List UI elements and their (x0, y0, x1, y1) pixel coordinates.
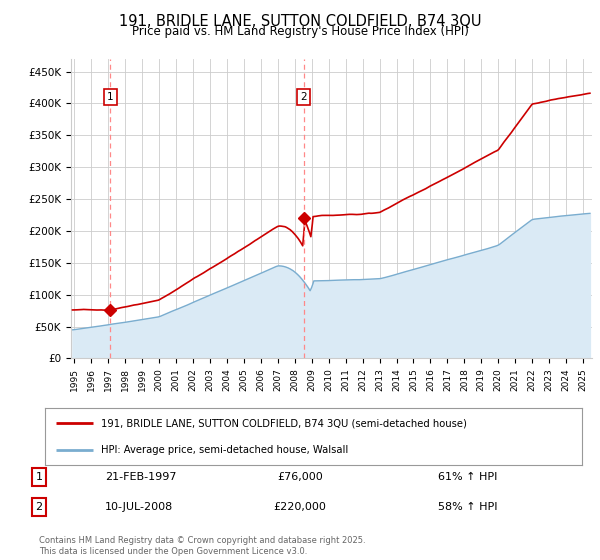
Text: 21-FEB-1997: 21-FEB-1997 (105, 472, 176, 482)
Text: 1: 1 (107, 92, 113, 102)
Text: 61% ↑ HPI: 61% ↑ HPI (438, 472, 497, 482)
Text: 10-JUL-2008: 10-JUL-2008 (105, 502, 173, 512)
Text: 191, BRIDLE LANE, SUTTON COLDFIELD, B74 3QU (semi-detached house): 191, BRIDLE LANE, SUTTON COLDFIELD, B74 … (101, 418, 467, 428)
Text: £220,000: £220,000 (274, 502, 326, 512)
Text: 58% ↑ HPI: 58% ↑ HPI (438, 502, 497, 512)
Text: 191, BRIDLE LANE, SUTTON COLDFIELD, B74 3QU: 191, BRIDLE LANE, SUTTON COLDFIELD, B74 … (119, 14, 481, 29)
Text: Price paid vs. HM Land Registry's House Price Index (HPI): Price paid vs. HM Land Registry's House … (131, 25, 469, 38)
Text: Contains HM Land Registry data © Crown copyright and database right 2025.
This d: Contains HM Land Registry data © Crown c… (39, 536, 365, 556)
Text: 1: 1 (35, 472, 43, 482)
Text: HPI: Average price, semi-detached house, Walsall: HPI: Average price, semi-detached house,… (101, 445, 349, 455)
Text: £76,000: £76,000 (277, 472, 323, 482)
Text: 2: 2 (300, 92, 307, 102)
Text: 2: 2 (35, 502, 43, 512)
